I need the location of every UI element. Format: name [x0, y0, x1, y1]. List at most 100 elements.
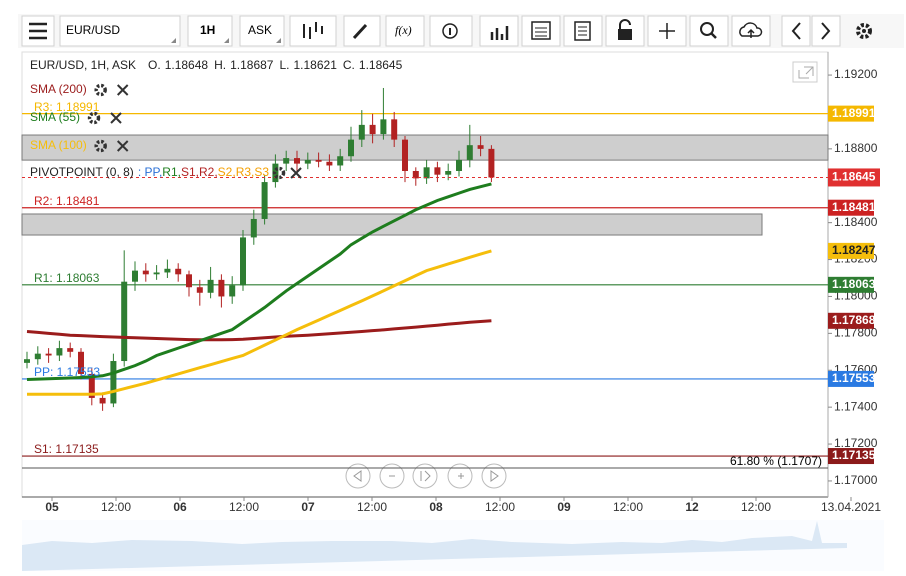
sma-line: [26, 182, 492, 381]
scroll-right[interactable]: [481, 463, 507, 489]
maximize-button[interactable]: [792, 61, 818, 83]
candle-body: [456, 159, 462, 171]
price-box: [828, 276, 874, 293]
volume-button[interactable]: [479, 15, 519, 47]
y-tick-label: 1.17000: [834, 473, 878, 487]
zone: [21, 134, 829, 161]
legend-remove[interactable]: [110, 112, 122, 124]
x-tick-label: 12: [685, 500, 699, 514]
x-tick-label: 12:00: [101, 500, 131, 514]
next-button[interactable]: [811, 15, 841, 47]
price-box: [828, 370, 874, 387]
price-box-label: 1.18063: [832, 277, 876, 291]
pivot-legend-item: S1,: [181, 165, 199, 179]
candle-body: [261, 182, 268, 219]
candle-body: [434, 167, 441, 175]
legend-remove[interactable]: [116, 84, 129, 96]
pivot-legend-item: R2,: [199, 165, 218, 179]
legend-remove[interactable]: [116, 140, 129, 152]
candle-body: [477, 145, 484, 149]
pivot-legend-item: R3,: [236, 165, 255, 179]
quote-value: 1.18687: [230, 58, 274, 72]
news-button[interactable]: [563, 15, 603, 47]
legend-entry: SMA (100): [30, 138, 87, 152]
pivot-legend-item: S2,: [218, 165, 236, 179]
quote-label: H.: [214, 58, 226, 72]
crosshair-button[interactable]: [647, 15, 687, 47]
scroll-left[interactable]: [345, 463, 371, 489]
menu-button[interactable]: [21, 15, 55, 47]
candle-body: [229, 285, 236, 297]
navigator: [22, 520, 884, 571]
candle-body: [240, 237, 246, 286]
candle-body: [380, 119, 387, 135]
reset[interactable]: [412, 463, 438, 489]
legend-settings[interactable]: [87, 111, 101, 125]
candle-body: [34, 353, 41, 360]
price-side: ASK: [248, 23, 272, 37]
quote-label: O.: [148, 58, 161, 72]
candle-body: [67, 348, 74, 352]
prev-button[interactable]: [781, 15, 811, 47]
zoom-button[interactable]: [689, 15, 729, 47]
y-tick-label: 1.17200: [834, 436, 878, 450]
sma-line: [27, 249, 492, 396]
candle-body: [391, 119, 398, 140]
nav-buttons: [345, 463, 507, 489]
symbol-box[interactable]: EUR/USD: [59, 15, 181, 47]
candle-body: [175, 268, 182, 275]
price-box: [828, 242, 874, 259]
candle-body: [78, 351, 84, 374]
y-tick-label: 1.17800: [834, 326, 878, 340]
pivot-legend-item: : PP,: [138, 165, 162, 179]
x-tick-label: 12:00: [741, 500, 771, 514]
legend-settings[interactable]: [94, 83, 107, 97]
calendar-button[interactable]: [521, 15, 561, 47]
legend-remove[interactable]: [290, 167, 302, 179]
chart-type-button[interactable]: [289, 15, 337, 47]
y-tick-label: 1.19200: [834, 67, 878, 81]
price-box-label: 1.18247: [832, 243, 876, 257]
candle-body: [142, 270, 149, 275]
price-box: [828, 312, 874, 329]
candle-body: [294, 158, 300, 164]
cloud-button[interactable]: [731, 15, 771, 47]
y-tick-label: 1.18800: [834, 141, 878, 155]
candle-body: [315, 159, 322, 162]
timeframe-button[interactable]: 1H: [187, 15, 233, 47]
pivot-label: R2: 1.18481: [34, 194, 100, 208]
draw-button[interactable]: [343, 15, 381, 47]
x-tick-label: 12:00: [485, 500, 515, 514]
toolbar: EUR/USD 1H ASK f(x): [18, 14, 904, 48]
candle-body: [153, 272, 160, 275]
price-box-label: 1.18481: [832, 200, 876, 214]
current-price-box: [828, 168, 880, 187]
legend-settings[interactable]: [272, 166, 286, 180]
candle-body: [488, 148, 495, 178]
indicator-button[interactable]: f(x): [385, 15, 425, 47]
x-tick-label: 12:00: [357, 500, 387, 514]
candle-body: [56, 348, 63, 356]
candle-body: [164, 268, 171, 273]
candle-body: [283, 158, 290, 164]
quote-value: 1.18648: [165, 58, 209, 72]
lock-button[interactable]: [605, 15, 645, 47]
candle-body: [24, 359, 30, 363]
pivot-legend: PIVOTPOINT (0, 8): [30, 165, 134, 179]
candle-body: [110, 361, 117, 404]
chart-title: EUR/USD, 1H, ASK: [30, 58, 136, 72]
candle-body: [45, 353, 52, 356]
candle-body: [423, 167, 430, 179]
navigator-area: [22, 521, 847, 571]
candle-body: [99, 397, 106, 404]
legend-entry: SMA (55): [30, 110, 80, 124]
price-box-label: 1.17135: [832, 448, 876, 462]
price-side-button[interactable]: ASK: [239, 15, 285, 47]
info-button[interactable]: [429, 15, 473, 47]
x-tick-label: 12:00: [229, 500, 259, 514]
legend-settings[interactable]: [94, 139, 107, 153]
settings-button[interactable]: [856, 23, 872, 39]
quote-value: 1.18645: [359, 58, 403, 72]
